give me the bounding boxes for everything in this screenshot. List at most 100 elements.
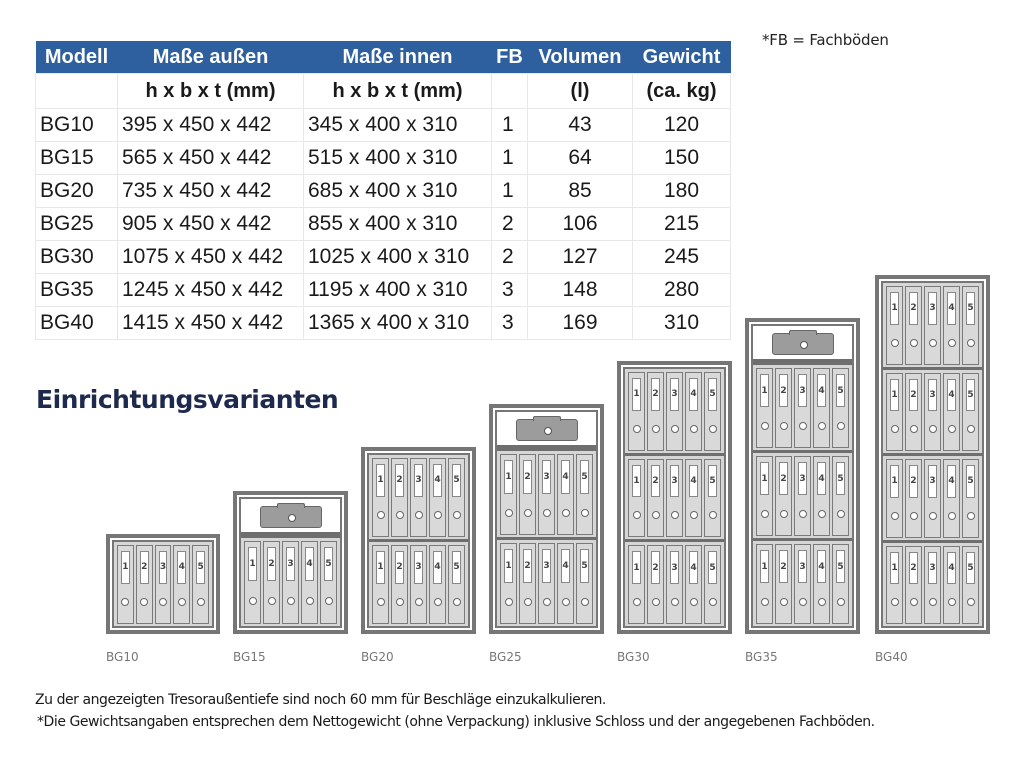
binder-ring-icon — [177, 598, 186, 607]
binder-icon: 2 — [519, 543, 536, 624]
binder-ring-icon — [836, 597, 845, 606]
binder-label: 4 — [689, 551, 698, 584]
binder-icon: 5 — [832, 368, 849, 448]
cell-inner-dimensions: 1365 x 400 x 310 — [303, 306, 492, 340]
binder-icon: 1 — [886, 545, 903, 624]
binder-icon: 1 — [372, 545, 389, 624]
binder-icon: 2 — [135, 545, 153, 624]
cell-outer-dimensions: 395 x 450 x 442 — [117, 108, 304, 142]
safe-caption: BG30 — [617, 650, 650, 664]
binder-ring-icon — [561, 508, 570, 517]
binder-label: 5 — [452, 464, 461, 497]
binder-icon: 3 — [924, 372, 941, 451]
footnote-depth: Zu der angezeigten Tresoraußentiefe sind… — [35, 692, 606, 708]
binder-label: 3 — [414, 551, 423, 584]
binder-ring-icon — [414, 598, 423, 607]
safe-caption: BG40 — [875, 650, 908, 664]
binder-label: 2 — [909, 378, 918, 412]
binder-ring-icon — [909, 511, 918, 520]
cell-weight: 120 — [632, 108, 731, 142]
col-header-gewicht: Gewicht — [632, 41, 731, 74]
lock-icon — [799, 341, 808, 349]
binder-icon: 2 — [647, 545, 664, 625]
cell-volume: 148 — [527, 273, 633, 307]
col-header-volumen: Volumen — [527, 41, 633, 74]
binder-label: 4 — [689, 464, 698, 498]
binder-icon: 4 — [943, 286, 960, 365]
binder-label: 4 — [305, 547, 314, 582]
binder-ring-icon — [890, 511, 899, 520]
binder-icon: 4 — [685, 458, 702, 538]
binder-ring-icon — [670, 598, 679, 607]
binder-icon: 2 — [391, 545, 408, 624]
binder-label: 2 — [779, 462, 788, 496]
binder-ring-icon — [523, 597, 532, 606]
binder-icon: 2 — [647, 458, 664, 538]
binder-ring-icon — [324, 597, 333, 606]
binder-ring-icon — [798, 597, 807, 606]
binder-icon: 3 — [282, 541, 299, 624]
binder-icon: 1 — [500, 543, 517, 624]
binder-ring-icon — [580, 508, 589, 517]
binder-icon: 3 — [794, 456, 811, 536]
binder-ring-icon — [708, 598, 717, 607]
binder-ring-icon — [376, 511, 385, 520]
binder-icon: 5 — [704, 545, 721, 625]
cell-volume: 43 — [527, 108, 633, 142]
binder-icon: 2 — [905, 545, 922, 624]
binder-icon: 1 — [756, 368, 773, 448]
binder-label: 3 — [542, 460, 551, 494]
binder-icon: 4 — [685, 372, 702, 451]
safe-caption: BG25 — [489, 650, 522, 664]
binder-ring-icon — [817, 509, 826, 518]
binder-icon: 2 — [263, 541, 280, 624]
binder-label: 1 — [890, 465, 899, 498]
binder-icon: 1 — [244, 541, 261, 624]
binder-label: 1 — [890, 292, 899, 325]
binder-label: 5 — [324, 547, 333, 582]
binder-label: 2 — [395, 551, 404, 584]
binder-label: 4 — [817, 550, 826, 584]
fb-legend-note: *FB = Fachböden — [762, 31, 889, 49]
binder-label: 2 — [909, 292, 918, 325]
binder-icon: 4 — [813, 544, 830, 624]
binder-label: 3 — [414, 464, 423, 497]
binder-label: 1 — [760, 462, 769, 496]
spec-table: Modell Maße außen Maße innen FB Volumen … — [35, 41, 731, 340]
binder-ring-icon — [798, 509, 807, 518]
cell-outer-dimensions: 1075 x 450 x 442 — [117, 240, 304, 274]
binder-ring-icon — [632, 424, 641, 433]
binder-icon: 3 — [410, 458, 427, 537]
binder-label: 1 — [376, 464, 385, 497]
cashbox-icon — [515, 416, 578, 441]
cashbox-compartment — [241, 499, 340, 535]
binder-icon: 4 — [943, 545, 960, 624]
safe-caption: BG15 — [233, 650, 266, 664]
binder-icon: 5 — [448, 545, 465, 624]
binder-icon: 3 — [666, 458, 683, 538]
binder-icon: 3 — [538, 543, 555, 624]
binder-ring-icon — [779, 509, 788, 518]
binder-icon: 4 — [813, 368, 830, 448]
binder-icon: 1 — [628, 372, 645, 451]
binder-icon: 5 — [832, 544, 849, 624]
binder-label: 1 — [760, 550, 769, 584]
binder-label: 1 — [121, 551, 130, 584]
binder-label: 4 — [177, 551, 187, 584]
binder-label: 4 — [561, 460, 570, 494]
binder-ring-icon — [817, 421, 826, 430]
cell-inner-dimensions: 1025 x 400 x 310 — [303, 240, 492, 274]
subheader-masse-aussen: h x b x t (mm) — [117, 73, 304, 109]
binder-ring-icon — [966, 338, 975, 347]
cell-volume: 127 — [527, 240, 633, 274]
